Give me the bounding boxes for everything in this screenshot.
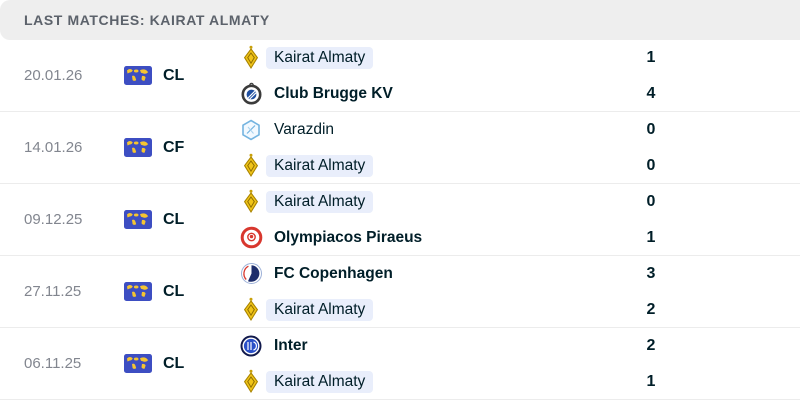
match-row[interactable]: 14.01.26 CF Varazdin 0 Kairat Almaty 0 bbox=[0, 112, 800, 184]
world-flag-icon bbox=[124, 354, 152, 373]
team-name: Kairat Almaty bbox=[266, 298, 374, 321]
team-name: FC Copenhagen bbox=[274, 264, 393, 282]
matches-list: 20.01.26 CL Kairat Almaty 1 Club Brugge … bbox=[0, 40, 800, 400]
team-score: 4 bbox=[646, 84, 656, 102]
competition-label: CL bbox=[163, 354, 185, 372]
competition-label: CL bbox=[163, 282, 185, 300]
competition-label: CL bbox=[163, 210, 185, 228]
team-line: Varazdin 0 bbox=[238, 117, 662, 143]
widget-title: LAST MATCHES: KAIRAT ALMATY bbox=[24, 12, 270, 28]
match-date: 20.01.26 bbox=[24, 67, 83, 84]
team-line: FC Copenhagen 3 bbox=[238, 261, 662, 287]
team-name: Olympiacos Piraeus bbox=[274, 228, 423, 246]
kairat-almaty-crest-icon bbox=[238, 153, 264, 178]
teams-and-scores: FC Copenhagen 3 Kairat Almaty 2 bbox=[238, 261, 800, 323]
team-line: Inter 2 bbox=[238, 333, 662, 359]
competition: CL bbox=[124, 66, 238, 85]
team-score: 3 bbox=[646, 264, 656, 282]
team-name: Kairat Almaty bbox=[266, 154, 374, 177]
competition-label: CF bbox=[163, 138, 185, 156]
kairat-almaty-crest-icon bbox=[238, 297, 264, 322]
competition: CL bbox=[124, 282, 238, 301]
kairat-almaty-crest-icon bbox=[238, 189, 264, 214]
inter-crest-icon bbox=[238, 334, 264, 358]
team-name: Kairat Almaty bbox=[266, 370, 374, 393]
competition: CF bbox=[124, 138, 238, 157]
kairat-almaty-crest-icon bbox=[238, 369, 264, 394]
teams-and-scores: Inter 2 Kairat Almaty 1 bbox=[238, 333, 800, 395]
team-score: 1 bbox=[646, 48, 656, 66]
team-name: Kairat Almaty bbox=[266, 46, 374, 69]
match-date: 14.01.26 bbox=[24, 139, 83, 156]
team-line: Kairat Almaty 1 bbox=[238, 45, 662, 71]
team-line: Kairat Almaty 1 bbox=[238, 369, 662, 395]
team-line: Kairat Almaty 0 bbox=[238, 189, 662, 215]
team-score: 1 bbox=[646, 228, 656, 246]
match-row[interactable]: 09.12.25 CL Kairat Almaty 0 Olympiacos P… bbox=[0, 184, 800, 256]
team-name: Kairat Almaty bbox=[266, 190, 374, 213]
widget-header: LAST MATCHES: KAIRAT ALMATY bbox=[0, 0, 800, 40]
match-date: 27.11.25 bbox=[24, 283, 82, 300]
team-score: 1 bbox=[646, 372, 656, 390]
match-date: 09.12.25 bbox=[24, 211, 83, 228]
match-row[interactable]: 20.01.26 CL Kairat Almaty 1 Club Brugge … bbox=[0, 40, 800, 112]
fc-copenhagen-crest-icon bbox=[238, 262, 264, 285]
club-brugge-crest-icon bbox=[238, 82, 264, 105]
kairat-almaty-crest-icon bbox=[238, 45, 264, 70]
competition: CL bbox=[124, 354, 238, 373]
match-row[interactable]: 06.11.25 CL Inter 2 Kairat Almaty 1 bbox=[0, 328, 800, 400]
teams-and-scores: Varazdin 0 Kairat Almaty 0 bbox=[238, 117, 800, 179]
competition-label: CL bbox=[163, 66, 185, 84]
varazdin-crest-icon bbox=[238, 119, 264, 141]
match-date: 06.11.25 bbox=[24, 355, 82, 372]
team-name: Inter bbox=[274, 336, 308, 354]
team-line: Kairat Almaty 2 bbox=[238, 297, 662, 323]
team-score: 0 bbox=[646, 156, 656, 174]
world-flag-icon bbox=[124, 66, 152, 85]
team-score: 0 bbox=[646, 120, 656, 138]
world-flag-icon bbox=[124, 282, 152, 301]
team-score: 0 bbox=[646, 192, 656, 210]
team-score: 2 bbox=[646, 300, 656, 318]
team-name: Club Brugge KV bbox=[274, 84, 393, 102]
teams-and-scores: Kairat Almaty 0 Olympiacos Piraeus 1 bbox=[238, 189, 800, 251]
team-line: Kairat Almaty 0 bbox=[238, 153, 662, 179]
team-score: 2 bbox=[646, 336, 656, 354]
teams-and-scores: Kairat Almaty 1 Club Brugge KV 4 bbox=[238, 45, 800, 107]
match-row[interactable]: 27.11.25 CL FC Copenhagen 3 Kairat Almat… bbox=[0, 256, 800, 328]
world-flag-icon bbox=[124, 210, 152, 229]
team-line: Club Brugge KV 4 bbox=[238, 81, 662, 107]
olympiacos-crest-icon bbox=[238, 226, 264, 249]
competition: CL bbox=[124, 210, 238, 229]
team-name: Varazdin bbox=[274, 120, 335, 138]
team-line: Olympiacos Piraeus 1 bbox=[238, 225, 662, 251]
world-flag-icon bbox=[124, 138, 152, 157]
